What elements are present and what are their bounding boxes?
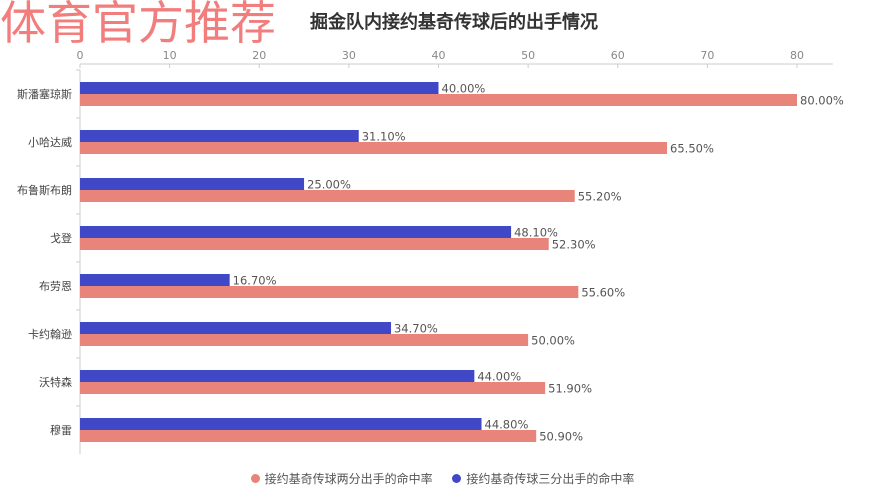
bar (80, 370, 475, 382)
data-label: 40.00% (442, 82, 486, 96)
category-label: 布鲁斯布朗 (17, 183, 72, 197)
category-label: 布劳恩 (39, 280, 72, 293)
x-tick-label: 70 (700, 49, 714, 62)
data-label: 50.90% (539, 430, 583, 444)
x-tick-label: 30 (342, 49, 356, 62)
data-label: 16.70% (233, 274, 277, 288)
data-label: 50.00% (531, 334, 575, 348)
category-label: 沃特森 (39, 375, 72, 389)
category-label: 戈登 (50, 231, 72, 245)
bar (80, 274, 230, 286)
data-label: 48.10% (514, 226, 558, 240)
data-label: 25.00% (307, 178, 351, 192)
x-tick-label: 40 (432, 49, 446, 62)
data-label: 51.90% (548, 382, 592, 396)
x-tick-label: 50 (521, 49, 535, 62)
x-tick-label: 0 (77, 49, 84, 62)
legend-dot (452, 474, 462, 483)
bar (80, 130, 359, 142)
legend-item-three-point[interactable]: 接约基奇传球三分出手的命中率 (452, 470, 634, 487)
data-label: 55.20% (578, 190, 622, 204)
category-label: 穆雷 (50, 423, 72, 437)
legend-item-two-point[interactable]: 接约基奇传球两分出手的命中率 (250, 470, 433, 487)
data-label: 34.70% (394, 322, 438, 336)
legend-dot (250, 474, 260, 483)
x-tick-label: 80 (790, 49, 804, 62)
bar (80, 382, 546, 394)
category-label: 小哈达威 (28, 136, 72, 149)
x-tick-label: 20 (252, 49, 266, 62)
bar (80, 430, 537, 442)
bar (80, 286, 579, 298)
bar (80, 178, 305, 190)
bar (80, 334, 529, 346)
bar (80, 142, 668, 154)
x-tick-label: 60 (611, 49, 625, 62)
data-label: 80.00% (800, 94, 844, 108)
legend-label: 接约基奇传球两分出手的命中率 (264, 472, 433, 486)
data-label: 31.10% (362, 130, 406, 144)
legend-label: 接约基奇传球三分出手的命中率 (466, 472, 635, 486)
bar (80, 238, 549, 250)
bar (80, 94, 797, 106)
bar (80, 226, 512, 238)
bar (80, 190, 575, 202)
data-label: 55.60% (581, 286, 625, 300)
category-label: 斯潘塞琼斯 (17, 87, 72, 101)
data-label: 44.00% (477, 370, 521, 384)
data-label: 65.50% (670, 142, 714, 156)
bar (80, 322, 391, 334)
legend: 接约基奇传球两分出手的命中率 接约基奇传球三分出手的命中率 (0, 470, 885, 487)
category-label: 卡约翰逊 (28, 327, 72, 341)
bar (80, 418, 482, 430)
data-label: 44.80% (485, 418, 529, 432)
x-tick-label: 10 (163, 49, 177, 62)
data-label: 52.30% (552, 238, 596, 252)
chart-title: 掘金队内接约基奇传球后的出手情况 (310, 12, 598, 33)
bar (80, 82, 439, 94)
